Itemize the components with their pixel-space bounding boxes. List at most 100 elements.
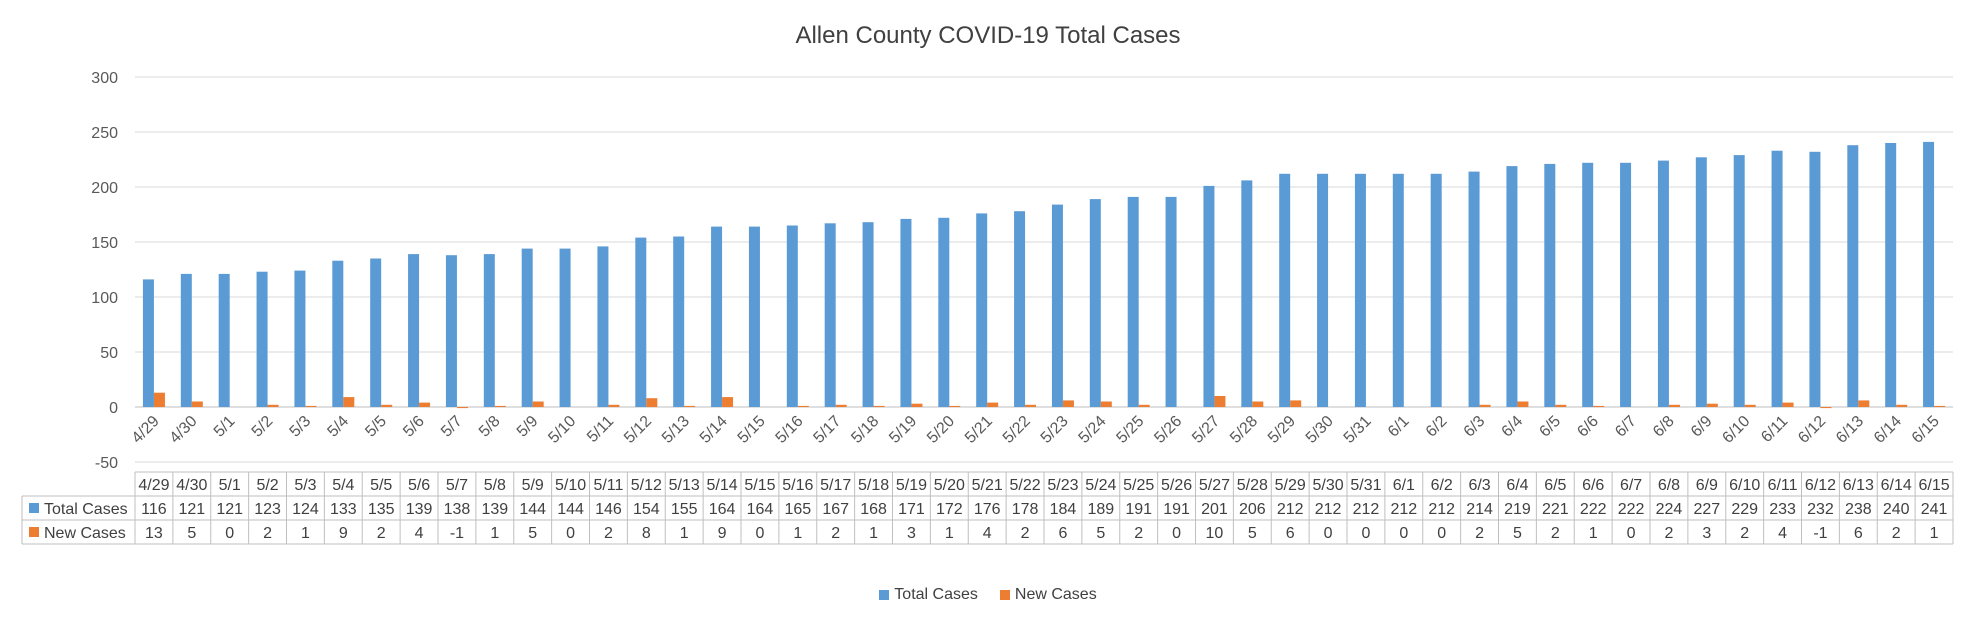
x-tick-label: 5/26 <box>1151 413 1185 447</box>
x-tick-label: 6/15 <box>1909 413 1943 447</box>
x-tick-label: 5/14 <box>697 413 731 447</box>
bar-new-cases <box>191 401 203 407</box>
bar-total-cases <box>256 271 268 407</box>
x-tick-label: 5/31 <box>1341 413 1375 447</box>
table-value-cell: 4 <box>983 525 992 542</box>
bar-new-cases <box>1555 404 1567 407</box>
bar-new-cases <box>1062 400 1074 407</box>
table-header-cell: 5/28 <box>1237 477 1268 494</box>
table-header-cell: 6/12 <box>1805 477 1836 494</box>
table-value-cell: 222 <box>1580 501 1607 518</box>
table-value-cell: 3 <box>907 525 916 542</box>
bar-total-cases <box>521 248 533 407</box>
table-header-cell: 5/11 <box>593 477 623 494</box>
bar-total-cases <box>1279 173 1291 407</box>
bar-new-cases <box>419 402 431 407</box>
table-value-cell: 139 <box>406 501 433 518</box>
table-header-cell: 5/18 <box>858 477 889 494</box>
bar-total-cases <box>824 223 836 407</box>
x-tick-label: 5/29 <box>1265 413 1299 447</box>
x-tick-label: 6/9 <box>1688 413 1716 441</box>
table-value-cell: 0 <box>225 525 234 542</box>
x-tick-label: 5/3 <box>287 413 315 441</box>
bar-total-cases <box>1923 141 1935 407</box>
table-value-cell: 1 <box>301 525 310 542</box>
table-value-cell: 214 <box>1466 501 1493 518</box>
x-tick-label: 6/3 <box>1461 413 1489 441</box>
table-value-cell: 0 <box>1437 525 1446 542</box>
bar-total-cases <box>635 237 647 407</box>
bar-total-cases <box>938 217 950 407</box>
table-value-cell: 1 <box>1930 525 1939 542</box>
bar-new-cases <box>646 398 658 407</box>
gridlines <box>135 76 1953 463</box>
x-tick-label: 5/7 <box>438 413 466 441</box>
bar-total-cases <box>1771 150 1783 407</box>
table-value-cell: 165 <box>784 501 811 518</box>
table-value-cell: 139 <box>481 501 508 518</box>
table-value-cell: 212 <box>1315 501 1342 518</box>
bar-new-cases <box>1744 404 1756 407</box>
table-header-cell: 4/29 <box>138 477 169 494</box>
table-header-cell: 5/21 <box>972 477 1003 494</box>
bar-total-cases <box>1014 211 1026 407</box>
data-table: 4/29 4/30 5/1 5/2 5/3 5/4 5/5 5/6 5/7 5/8 5/9 5/10 5… <box>21 471 1954 545</box>
table-value-cell: 5 <box>1248 525 1257 542</box>
y-tick-label: 200 <box>91 180 118 197</box>
table-series-name: New Cases <box>44 525 126 542</box>
table-value-cell: 1 <box>869 525 878 542</box>
table-value-cell: 2 <box>1664 525 1673 542</box>
table-value-cell: 2 <box>1551 525 1560 542</box>
legend: Total Cases New Cases <box>0 586 1976 604</box>
table-value-cell: 219 <box>1504 501 1531 518</box>
x-axis: 4/29 4/30 5/1 5/2 5/3 5/4 5/5 5/6 5/7 5/8 5/9 5/10 5… <box>129 413 1943 447</box>
table-value-cell: 212 <box>1428 501 1455 518</box>
table-header-cell: 5/10 <box>555 477 586 494</box>
table-value-cell: 121 <box>216 501 243 518</box>
bar-new-cases <box>911 403 923 407</box>
bar-total-cases <box>370 258 382 407</box>
table-header-cell: 5/30 <box>1312 477 1343 494</box>
bar-total-cases <box>1506 166 1518 407</box>
table-value-cell: 189 <box>1087 501 1114 518</box>
table-value-cell: 123 <box>254 501 281 518</box>
x-tick-label: 5/13 <box>659 413 693 447</box>
x-tick-label: 6/1 <box>1385 413 1413 441</box>
y-tick-label: 150 <box>91 235 118 252</box>
bar-new-cases <box>1517 401 1529 407</box>
table-value-cell: 2 <box>1134 525 1143 542</box>
table-value-cell: 13 <box>145 525 163 542</box>
table-value-cell: 6 <box>1854 525 1863 542</box>
bar-total-cases <box>1051 204 1063 407</box>
bar-total-cases <box>1165 196 1177 407</box>
x-tick-label: 5/21 <box>962 413 996 447</box>
legend-label-new: New Cases <box>1014 586 1097 603</box>
table-value-cell: 116 <box>141 501 167 518</box>
table-value-cell: 184 <box>1050 501 1077 518</box>
bar-new-cases <box>722 397 734 407</box>
bar-total-cases <box>559 248 571 407</box>
table-header-cell: 5/29 <box>1275 477 1306 494</box>
table-value-cell: 135 <box>368 501 395 518</box>
bar-new-cases <box>456 407 468 409</box>
bar-new-cases <box>1668 404 1680 407</box>
table-header-cell: 6/3 <box>1468 477 1490 494</box>
bar-new-cases <box>1025 404 1037 407</box>
bar-new-cases <box>305 405 317 407</box>
x-tick-label: 5/10 <box>545 413 579 447</box>
x-tick-label: 6/6 <box>1574 413 1602 441</box>
table-value-cell: 221 <box>1542 501 1569 518</box>
table-header-cell: 5/4 <box>332 477 354 494</box>
table-value-cell: 164 <box>747 501 774 518</box>
table-value-cell: 241 <box>1921 501 1948 518</box>
x-tick-label: 6/4 <box>1499 413 1527 441</box>
bar-total-cases <box>218 273 230 407</box>
table-header-cell: 6/13 <box>1843 477 1874 494</box>
table-value-cell: 144 <box>557 501 584 518</box>
bar-total-cases <box>976 213 988 407</box>
table-value-cell: 4 <box>415 525 424 542</box>
bar-total-cases <box>1809 151 1821 407</box>
table-series-swatch <box>29 503 39 513</box>
bar-new-cases <box>1479 404 1491 407</box>
